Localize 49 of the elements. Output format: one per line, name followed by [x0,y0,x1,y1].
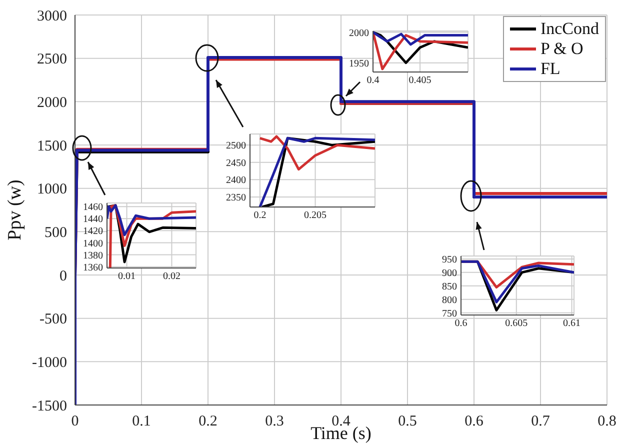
y-tick-label: 2500 [226,140,246,152]
x-tick-label: 0.8 [598,414,616,430]
y-tick-label: -500 [40,312,67,328]
legend-label: P & O [540,39,584,59]
y-tick-label: 900 [442,268,457,279]
x-tick-label: 0.7 [531,414,550,430]
y-tick-label: 1400 [83,238,103,250]
y-tick-label: 1420 [83,226,103,238]
y-tick-label: 950 [442,254,457,266]
x-tick-label: 0.605 [505,318,528,330]
x-tick-label: 0.61 [563,318,581,330]
y-tick-label: 2400 [226,175,246,186]
x-tick-label: 0.1 [132,414,151,430]
line-series [373,31,468,70]
x-tick-label: 0.01 [118,271,136,282]
y-tick-label: -1000 [32,354,67,371]
x-tick-label: 0.4 [366,75,380,86]
y-tick-label: 1380 [83,250,103,262]
y-tick-label: 2000 [349,28,369,39]
y-tick-label: 2500 [37,52,67,68]
x-tick-label: 0.6 [454,318,468,330]
x-tick-label: 0.5 [398,414,417,430]
x-tick-label: 0.2 [198,414,218,430]
y-tick-label: 1440 [83,214,103,226]
y-tick-label: 1460 [83,202,103,214]
y-tick-label: 1360 [83,262,103,274]
y-tick-label: 2350 [226,192,246,204]
y-tick-label: 2450 [226,158,246,169]
y-axis-title: Ppv (w) [4,180,26,240]
y-tick-label: -1500 [32,398,67,414]
x-tick-label: 0.02 [162,271,180,282]
x-tick-label: 0.2 [254,210,266,222]
x-tick-label: 0.6 [464,414,484,430]
legend-label: IncCond [540,19,599,39]
x-tick-label: 0.405 [408,75,432,86]
y-tick-label: 3000 [37,8,67,24]
legend-label: FL [540,59,560,79]
x-tick-label: 0 [71,414,79,430]
line-series [258,135,375,171]
y-tick-label: 750 [442,308,457,320]
x-tick-label: 0.205 [304,210,327,222]
y-tick-label: 800 [442,294,457,306]
y-tick-label: 500 [44,224,67,241]
x-tick-label: 0.3 [265,414,284,430]
y-tick-label: 2000 [37,94,67,111]
y-tick-label: 1500 [37,138,67,154]
y-tick-label: 850 [442,281,457,292]
y-tick-label: 1000 [37,182,67,198]
y-tick-label: 1950 [349,58,369,70]
